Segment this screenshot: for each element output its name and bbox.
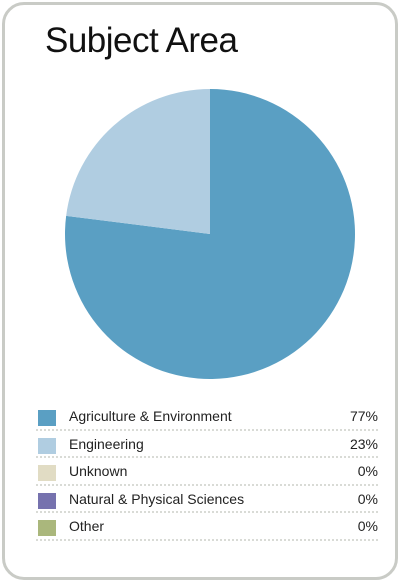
legend-percentage: 0%	[357, 463, 378, 479]
legend-swatch	[38, 437, 56, 454]
legend-row: Agriculture & Environment 77%	[36, 403, 378, 431]
pie-chart	[65, 89, 356, 380]
legend-percentage: 0%	[357, 490, 378, 507]
legend-swatch	[38, 465, 56, 481]
legend-row: Other 0%	[36, 513, 378, 541]
legend-row: Natural & Physical Sciences 0%	[36, 486, 378, 513]
legend-swatch	[38, 410, 56, 426]
legend-percentage: 0%	[357, 518, 378, 534]
pie-slice-1	[66, 89, 210, 234]
subject-area-card: Subject Area Agriculture & Environment 77…	[2, 2, 398, 580]
legend-label: Other	[69, 518, 105, 534]
legend-label: Unknown	[69, 463, 128, 479]
legend-swatch	[38, 492, 56, 509]
chart-legend: Agriculture & Environment 77% Engineering 2…	[36, 403, 378, 541]
legend-swatch	[38, 520, 56, 536]
legend-label: Engineering	[69, 435, 144, 452]
legend-row: Engineering 23%	[36, 431, 378, 458]
legend-percentage: 23%	[349, 435, 378, 452]
legend-row: Unknown 0%	[36, 458, 378, 486]
chart-title: Subject Area	[45, 21, 238, 60]
legend-label: Agriculture & Environment	[69, 408, 232, 424]
pie-slice-0	[65, 89, 356, 380]
legend-label: Natural & Physical Sciences	[69, 490, 245, 507]
legend-percentage: 77%	[349, 408, 378, 424]
